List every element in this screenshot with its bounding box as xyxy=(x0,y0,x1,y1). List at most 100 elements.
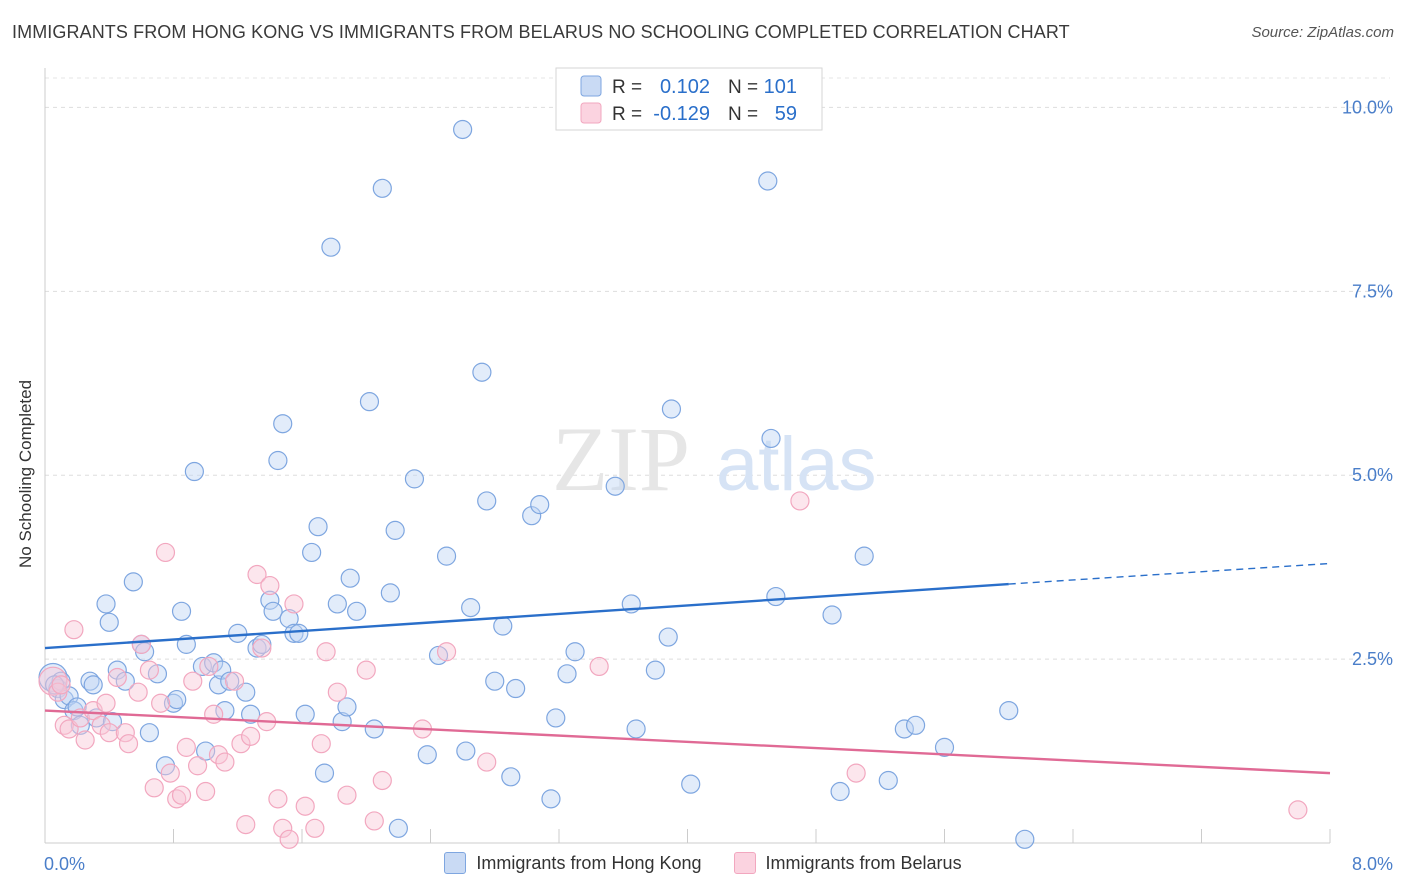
point-series1-25 xyxy=(183,671,203,691)
point-series0-90 xyxy=(766,586,786,607)
point-series0-50 xyxy=(321,237,341,257)
stats-legend: R = 0.102 N = 101 R = -0.129 N = 59 xyxy=(555,67,823,131)
point-series1-34 xyxy=(236,815,256,835)
grid xyxy=(45,77,1390,660)
point-series0-26 xyxy=(184,461,204,482)
point-series0-7 xyxy=(70,715,90,735)
point-series0-67 xyxy=(456,741,476,761)
point-series0-9 xyxy=(83,675,103,695)
point-series1-55 xyxy=(477,752,497,772)
point-series1-36 xyxy=(247,564,267,585)
point-series0-58 xyxy=(372,178,392,198)
point-series0-49 xyxy=(314,763,335,783)
point-series0-8 xyxy=(80,671,100,691)
point-series0-60 xyxy=(385,520,405,540)
point-series1-24 xyxy=(176,737,196,757)
x-tick-label-1: 8.0% xyxy=(1352,854,1393,874)
stats-r-label-series0: R = xyxy=(612,77,642,98)
point-series0-36 xyxy=(241,704,261,724)
point-series1-10 xyxy=(96,693,116,713)
point-series0-93 xyxy=(854,546,874,566)
point-series0-99 xyxy=(1015,829,1035,849)
point-series0-62 xyxy=(404,469,425,489)
point-series1-49 xyxy=(337,785,357,805)
point-series0-16 xyxy=(123,572,143,592)
point-series0-45 xyxy=(289,623,309,643)
point-series0-95 xyxy=(894,719,914,739)
point-series1-43 xyxy=(284,594,304,614)
point-series0-65 xyxy=(436,546,457,566)
x-tick-label-0: 0.0% xyxy=(44,854,85,874)
point-series1-46 xyxy=(311,734,331,754)
point-series1-57 xyxy=(790,491,810,511)
point-series1-16 xyxy=(131,634,151,654)
point-series1-21 xyxy=(160,763,180,783)
point-series0-85 xyxy=(658,627,678,647)
stats-n-value-series0: 101 xyxy=(764,76,797,98)
point-series1-11 xyxy=(99,723,119,743)
point-series0-19 xyxy=(139,723,160,743)
y-axis-label: No Schooling Completed xyxy=(16,379,35,568)
point-series0-46 xyxy=(295,704,315,724)
point-series0-81 xyxy=(605,476,625,496)
point-series0-41 xyxy=(268,450,288,471)
stats-swatch-series1 xyxy=(580,102,602,124)
point-series0-31 xyxy=(212,660,232,680)
point-series1-47 xyxy=(316,642,336,662)
point-series1-51 xyxy=(364,811,384,831)
point-series0-42 xyxy=(273,414,293,434)
point-series1-44 xyxy=(295,796,315,816)
point-series0-70 xyxy=(477,491,497,511)
point-series1-13 xyxy=(115,723,135,743)
point-series1-20 xyxy=(155,542,176,563)
legend-item-hong-kong[interactable]: Immigrants from Hong Kong xyxy=(444,852,702,874)
point-series1-52 xyxy=(372,770,392,791)
trend-lines xyxy=(44,562,1331,775)
point-series0-53 xyxy=(337,697,357,717)
point-series0-75 xyxy=(522,506,542,526)
legend-label-belarus: Immigrants from Belarus xyxy=(765,852,962,873)
point-series1-19 xyxy=(151,693,171,713)
point-series0-68 xyxy=(461,598,481,618)
point-series0-11 xyxy=(96,594,116,614)
point-series0-92 xyxy=(830,781,850,802)
point-series1-9 xyxy=(91,715,111,735)
legend-item-belarus[interactable]: Immigrants from Belarus xyxy=(733,852,962,874)
y-tick-label-0: 2.5% xyxy=(1352,649,1393,669)
y-tick-label-3: 10.0% xyxy=(1342,97,1393,117)
point-series0-27 xyxy=(192,656,213,677)
point-series1-23 xyxy=(171,785,192,805)
point-series0-13 xyxy=(102,712,123,732)
point-series0-84 xyxy=(645,660,665,680)
point-series1-17 xyxy=(139,660,160,680)
stats-n-value-series1: 59 xyxy=(775,103,797,125)
stats-n-label-series1: N = xyxy=(728,104,758,125)
point-series1-14 xyxy=(118,734,139,754)
point-series0-39 xyxy=(260,590,280,610)
point-series0-86 xyxy=(661,399,682,419)
watermark: ZIP atlas xyxy=(552,408,877,510)
y-tick-label-2: 7.5% xyxy=(1352,281,1393,301)
point-series1-15 xyxy=(128,682,148,702)
point-series0-48 xyxy=(308,517,328,537)
stats-r-value-series0: 0.102 xyxy=(660,76,710,98)
point-series1-39 xyxy=(260,575,280,596)
trend-line-series0 xyxy=(44,582,1009,650)
point-series1-26 xyxy=(187,756,208,776)
point-series0-14 xyxy=(107,660,127,680)
point-series0-96 xyxy=(905,715,926,735)
point-series1-27 xyxy=(196,781,216,802)
point-series1-28 xyxy=(199,656,219,677)
point-series1-48 xyxy=(327,682,347,702)
point-series1-56 xyxy=(589,656,609,677)
point-series0-61 xyxy=(388,818,408,838)
chart-title: IMMIGRANTS FROM HONG KONG VS IMMIGRANTS … xyxy=(12,22,1070,42)
point-series1-41 xyxy=(273,818,293,838)
point-series1-7 xyxy=(75,730,95,750)
point-series0-69 xyxy=(472,362,492,382)
point-series1-45 xyxy=(305,818,325,838)
point-series0-30 xyxy=(208,675,229,695)
point-series0-73 xyxy=(501,767,521,787)
y-tick-label-1: 5.0% xyxy=(1352,465,1393,485)
watermark-zip: ZIP xyxy=(552,408,690,510)
